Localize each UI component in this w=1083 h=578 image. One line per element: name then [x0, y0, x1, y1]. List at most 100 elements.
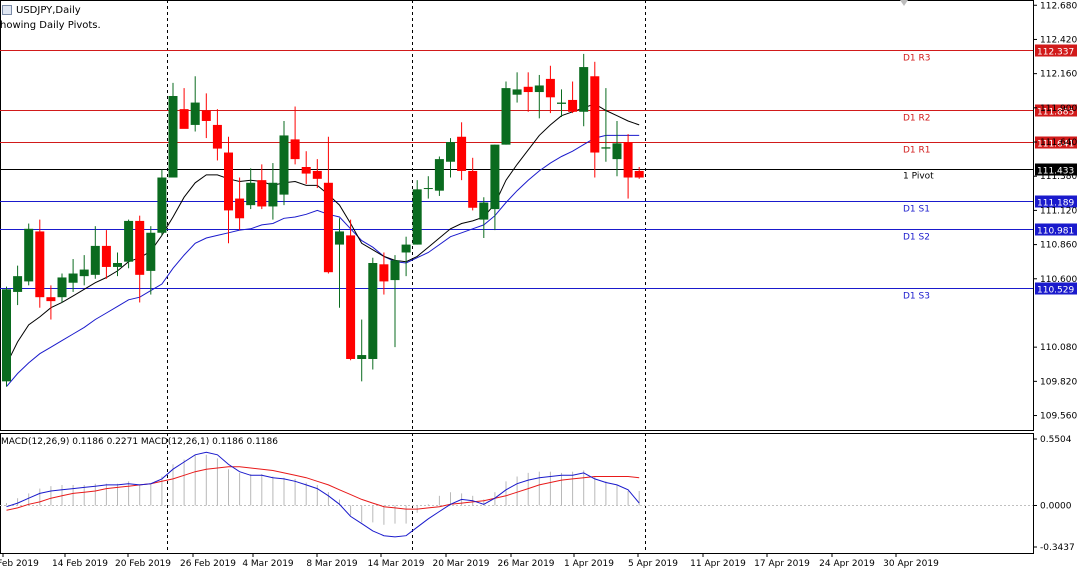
candle-body[interactable] — [90, 245, 100, 275]
pivot-price-tag-text: 111.189 — [1037, 199, 1074, 209]
moving-average-fast — [6, 103, 640, 365]
candle-body[interactable] — [113, 262, 122, 267]
moving-average-slow — [6, 134, 640, 387]
candle-body[interactable] — [212, 124, 222, 149]
price-axis-label: 111.380 — [1040, 172, 1077, 182]
pivot-price-tag-text: 110.981 — [1037, 227, 1074, 237]
candle-body[interactable] — [124, 220, 134, 262]
candle-body[interactable] — [446, 142, 455, 162]
date-axis-label: 11 Apr 2019 — [690, 559, 746, 569]
pivot-price-tag-text: 112.337 — [1037, 48, 1074, 58]
candle-body[interactable] — [401, 244, 411, 253]
candle-body[interactable] — [301, 167, 311, 174]
date-axis-label: 20 Mar 2019 — [432, 559, 489, 569]
candle-body[interactable] — [312, 170, 322, 179]
candle-body[interactable] — [412, 189, 422, 245]
candle-body[interactable] — [257, 180, 267, 207]
candle-body[interactable] — [623, 142, 633, 178]
date-axis-label: 5 Apr 2019 — [628, 559, 678, 569]
candle-body[interactable] — [57, 277, 67, 298]
macd-signal-line — [6, 466, 640, 511]
candle-body[interactable] — [346, 235, 356, 359]
price-axis-label: 111.120 — [1040, 206, 1077, 216]
candle-body[interactable] — [101, 245, 111, 267]
macd-axis-label: 0.0000 — [1040, 501, 1072, 511]
price-axis-label: 112.680 — [1040, 1, 1077, 11]
candle-body[interactable] — [79, 269, 89, 277]
candle-body[interactable] — [457, 136, 467, 171]
price-axis-label: 110.860 — [1040, 241, 1077, 251]
candle-body[interactable] — [157, 177, 167, 233]
pivot-label: 1 Pivot — [903, 172, 934, 182]
candle-body[interactable] — [13, 276, 23, 292]
candle-body[interactable] — [368, 262, 378, 359]
candle-body[interactable] — [390, 260, 400, 281]
candle-body[interactable] — [246, 182, 256, 206]
candle-body[interactable] — [534, 85, 544, 93]
macd-panel-frame — [0, 433, 1034, 554]
date-axis-label: 8 Mar 2019 — [306, 559, 358, 569]
candle-body[interactable] — [468, 170, 478, 208]
candle-body[interactable] — [579, 67, 589, 112]
current-price-tag-text: 111.433 — [1037, 167, 1074, 177]
candle-body[interactable] — [523, 86, 533, 93]
price-axis-label: 110.080 — [1040, 343, 1077, 353]
candle-body[interactable] — [612, 143, 622, 160]
pivot-price-tag — [1035, 104, 1077, 117]
candle-body[interactable] — [568, 99, 578, 112]
candle-body[interactable] — [423, 188, 433, 190]
candle-body[interactable] — [235, 198, 245, 219]
candle-body[interactable] — [168, 95, 178, 178]
candle-body[interactable] — [68, 273, 78, 283]
candle-body[interactable] — [2, 289, 11, 382]
pivot-price-tag-text: 111.641 — [1037, 140, 1074, 150]
candle-body[interactable] — [24, 228, 34, 282]
candle-body[interactable] — [190, 102, 200, 125]
date-axis-label: Feb 2019 — [0, 559, 39, 569]
pivot-price-tag — [1035, 195, 1077, 208]
pivot-label: D1 S1 — [903, 205, 930, 215]
candle-body[interactable] — [479, 202, 489, 220]
chart-window-icon — [2, 5, 12, 15]
symbol-text: USDJPY,Daily — [16, 4, 81, 16]
candle-body[interactable] — [290, 139, 300, 160]
macd-axis-label: -0.3437 — [1040, 543, 1075, 553]
candle-body[interactable] — [634, 170, 644, 178]
pivot-price-tag — [1035, 44, 1077, 57]
candle-body[interactable] — [434, 159, 444, 191]
candle-body[interactable] — [46, 297, 56, 302]
price-axis-label: 112.160 — [1040, 70, 1077, 80]
candle-body[interactable] — [279, 135, 289, 195]
price-axis-label: 110.600 — [1040, 275, 1077, 285]
candle-body[interactable] — [224, 152, 233, 211]
pivot-label: D1 S3 — [903, 292, 930, 302]
candle-body[interactable] — [135, 220, 145, 275]
pivot-label: D1 R3 — [903, 54, 931, 64]
chart-shift-marker-icon[interactable] — [900, 0, 908, 6]
date-axis-label: 20 Feb 2019 — [115, 559, 171, 569]
candle-body[interactable] — [268, 182, 278, 207]
pivot-price-tag — [1035, 223, 1077, 236]
candle-body[interactable] — [179, 109, 189, 129]
indicator-note: howing Daily Pivots. — [0, 20, 101, 31]
candle-body[interactable] — [35, 231, 45, 298]
candle-body[interactable] — [512, 89, 522, 95]
candle-body[interactable] — [490, 144, 500, 210]
pivot-label: D1 S2 — [903, 233, 930, 243]
candle-body[interactable] — [557, 102, 566, 104]
pivot-price-tag — [1035, 136, 1077, 149]
candle-body[interactable] — [379, 264, 389, 282]
candle-body[interactable] — [601, 147, 611, 149]
price-axis-label: 111.900 — [1040, 104, 1077, 114]
candle-body[interactable] — [501, 88, 511, 145]
candle-body[interactable] — [323, 182, 333, 273]
candle-body[interactable] — [146, 232, 156, 271]
candle-body[interactable] — [590, 76, 600, 153]
price-axis-label: 109.560 — [1040, 412, 1077, 422]
candle-body[interactable] — [357, 355, 367, 359]
candle-body[interactable] — [335, 231, 344, 245]
candle-body[interactable] — [201, 110, 211, 121]
candle-body[interactable] — [545, 78, 555, 98]
